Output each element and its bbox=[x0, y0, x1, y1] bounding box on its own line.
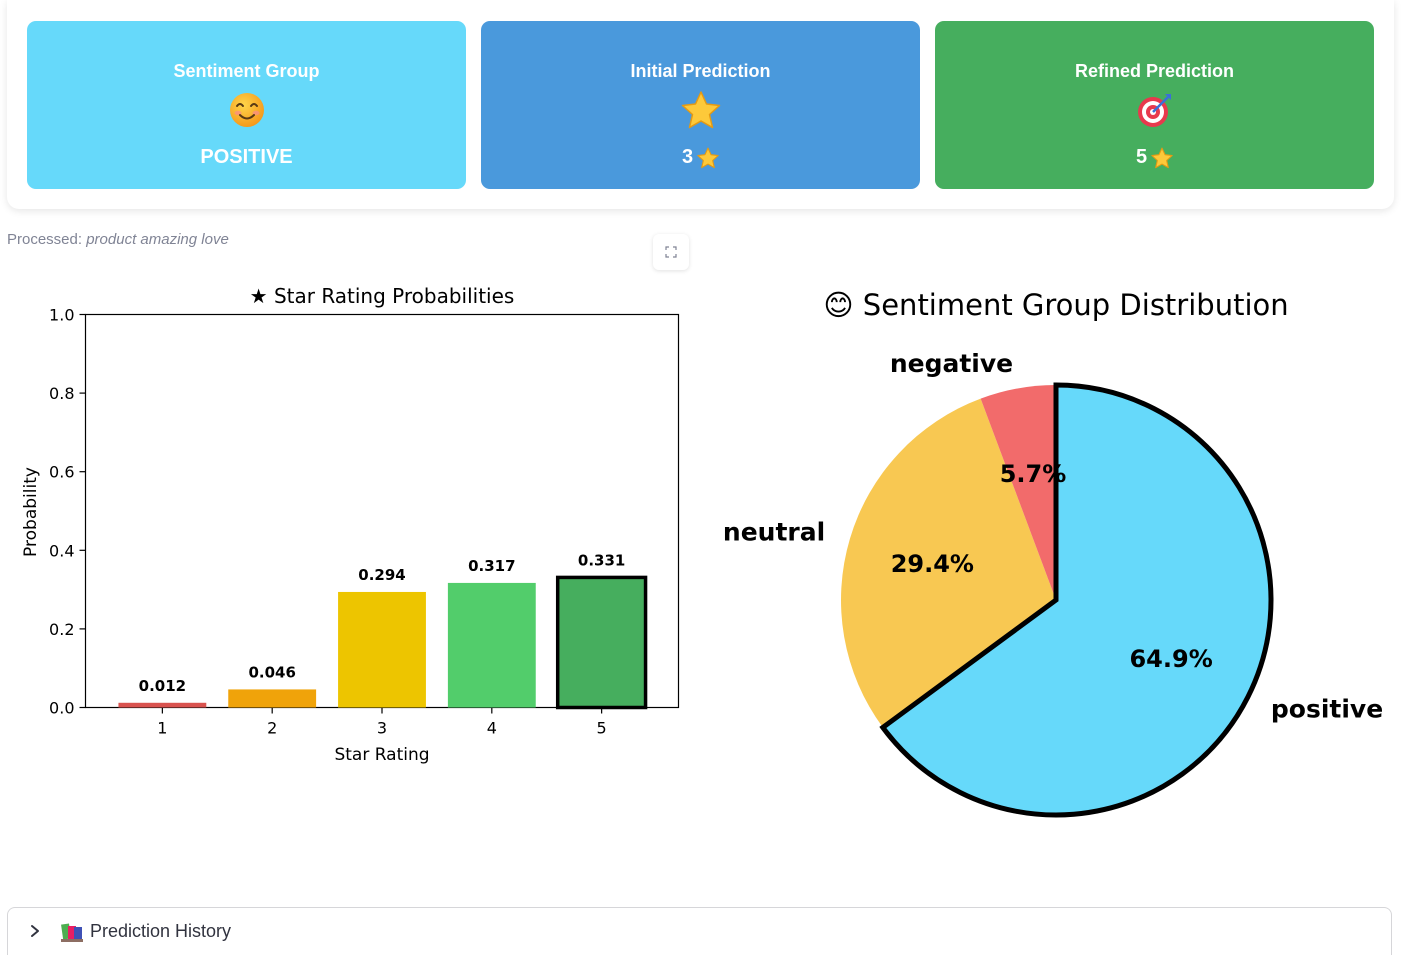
pie-slice-positive bbox=[882, 385, 1271, 815]
card-title: Refined Prediction bbox=[1074, 61, 1235, 81]
pie-category-label: negative bbox=[890, 349, 1013, 378]
pie-chart-title: 😊 Sentiment Group Distribution bbox=[823, 288, 1288, 322]
card-title: Initial Prediction bbox=[630, 61, 771, 81]
y-tick-label: 0.4 bbox=[49, 541, 74, 560]
bar-4 bbox=[447, 582, 536, 708]
refined-star-value: 5 bbox=[1135, 146, 1148, 168]
x-tick-label: 4 bbox=[487, 719, 497, 738]
star-icon bbox=[481, 89, 920, 131]
y-tick-label: 1.0 bbox=[49, 306, 74, 325]
star-icon bbox=[697, 147, 719, 168]
sentiment-value: POSITIVE bbox=[200, 146, 293, 168]
expand-icon bbox=[665, 246, 677, 258]
bar-value-label: 0.317 bbox=[468, 557, 515, 575]
bar-chart-xlabel: Star Rating bbox=[334, 745, 429, 765]
initial-star-value: 3 bbox=[681, 146, 694, 168]
smiling-face-icon bbox=[27, 89, 466, 131]
prediction-summary-panel: Sentiment Group POSITIVE Initial Predict… bbox=[7, 0, 1394, 209]
bar-value-label: 0.294 bbox=[358, 566, 405, 584]
pie-percent-label: 5.7% bbox=[1000, 460, 1067, 488]
refined-prediction-card: Refined Prediction 5 bbox=[935, 21, 1374, 189]
card-value: 5 bbox=[935, 146, 1374, 169]
y-tick-label: 0.6 bbox=[49, 463, 74, 482]
bar-value-label: 0.331 bbox=[578, 551, 625, 569]
card-value: 3 bbox=[481, 146, 920, 169]
processed-label: Processed: bbox=[7, 231, 83, 248]
bar-1 bbox=[118, 702, 207, 708]
pie-slice-highlight-outline bbox=[879, 382, 1274, 818]
bar-value-label: 0.012 bbox=[139, 677, 186, 695]
bar-2 bbox=[228, 689, 317, 708]
star-rating-bar-chart: ★ Star Rating Probabilities 0.0 0.2 0.4 0.6… bbox=[21, 284, 680, 765]
books-icon bbox=[61, 923, 83, 942]
y-tick-label: 0.8 bbox=[49, 384, 74, 403]
x-tick-label: 3 bbox=[377, 719, 387, 738]
pie-slice-neutral bbox=[841, 398, 1056, 728]
fullscreen-button[interactable] bbox=[653, 234, 689, 270]
bar-chart-ylabel: Probability bbox=[21, 467, 41, 557]
target-icon bbox=[935, 89, 1374, 131]
pie-percent-label: 29.4% bbox=[891, 550, 974, 578]
star-icon bbox=[1151, 147, 1173, 168]
prediction-history-expander[interactable]: Prediction History bbox=[7, 907, 1392, 955]
y-tick-label: 0.2 bbox=[49, 620, 74, 639]
processed-text: Processed: product amazing love bbox=[7, 231, 229, 248]
bar-value-label: 0.046 bbox=[248, 663, 295, 681]
sentiment-pie-chart: 😊 Sentiment Group Distribution 64.9% posi… bbox=[723, 288, 1383, 818]
card-title: Sentiment Group bbox=[173, 61, 320, 81]
x-tick-label: 5 bbox=[597, 719, 607, 738]
sentiment-group-card: Sentiment Group POSITIVE bbox=[27, 21, 466, 189]
bar-chart-title: ★ Star Rating Probabilities bbox=[250, 284, 515, 308]
bar-3 bbox=[338, 591, 426, 708]
chevron-right-icon bbox=[31, 925, 39, 937]
pie-slice-negative bbox=[980, 385, 1056, 600]
pie-category-label: positive bbox=[1271, 695, 1383, 724]
pie-category-label: neutral bbox=[723, 517, 825, 546]
prediction-history-label: Prediction History bbox=[90, 921, 232, 941]
processed-value: product amazing love bbox=[86, 231, 229, 248]
x-tick-label: 1 bbox=[157, 719, 167, 738]
y-tick-label: 0.0 bbox=[49, 699, 74, 718]
pie-percent-label: 64.9% bbox=[1129, 645, 1212, 673]
initial-prediction-card: Initial Prediction 3 bbox=[481, 21, 920, 189]
bar-5 bbox=[555, 575, 648, 710]
card-value: POSITIVE bbox=[27, 146, 466, 169]
x-tick-label: 2 bbox=[267, 719, 277, 738]
